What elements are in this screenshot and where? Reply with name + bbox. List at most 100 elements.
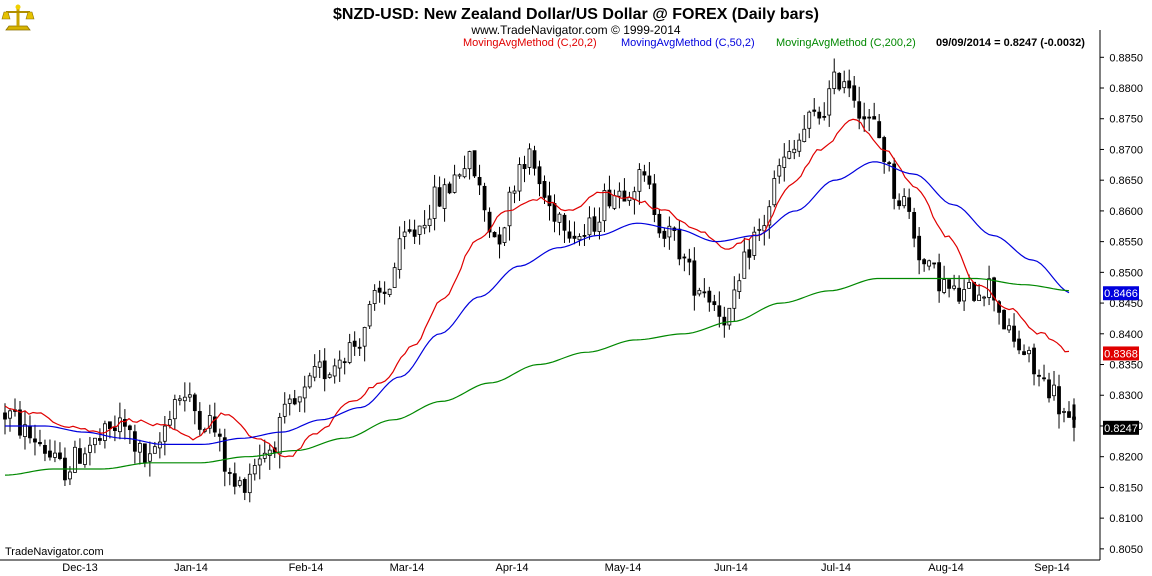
candle [832,58,837,95]
y-tick-label: 0.8150 [1109,482,1143,494]
candle [812,98,817,117]
candle [902,188,907,209]
candle [727,307,732,330]
candle [367,300,372,329]
candle [622,178,627,202]
candle [442,178,447,222]
candle [412,219,417,245]
candle [862,102,867,132]
candle [462,155,467,179]
candle [792,139,797,160]
candle [552,194,557,233]
candle [932,262,937,269]
x-tick-label: Jul-14 [821,562,851,574]
candle [277,412,282,469]
candle [1042,364,1046,382]
candle [1062,407,1066,423]
candle [437,176,442,208]
candle [742,237,747,279]
watermark: TradeNavigator.com [5,546,104,558]
legend-ma20: MovingAvgMethod (C,20,2) [463,37,597,49]
candle [3,403,7,435]
candle [587,206,592,240]
legend: MovingAvgMethod (C,20,2) MovingAvgMethod… [463,37,1085,49]
candle [43,439,47,462]
y-tick-label: 0.8700 [1109,144,1143,156]
x-tick-label: Apr-14 [495,562,528,574]
candle [1012,313,1016,348]
candle [1057,374,1061,429]
value-tag-label: 0.8368 [1104,348,1138,360]
candle [962,279,967,311]
candle [1027,346,1031,363]
candle [797,133,802,157]
legend-ma200: MovingAvgMethod (C,200,2) [776,37,916,49]
candle [817,106,822,125]
candle [802,115,807,143]
candle [327,372,332,379]
candle [227,467,232,486]
candle [377,280,382,303]
candle [497,226,502,259]
candle [232,462,237,495]
candle [752,226,757,260]
candle [167,410,172,429]
candle [172,394,177,430]
candle [417,225,422,245]
candle [487,207,492,238]
candle [602,183,607,233]
candle [782,143,787,182]
candle [317,350,322,379]
candle [942,265,947,295]
candle-last [1072,398,1076,442]
candle [207,404,212,434]
candle [547,181,552,221]
candle [1022,344,1026,356]
candle [192,392,197,425]
candle [917,227,922,275]
candle [58,442,62,461]
y-tick-label: 0.8100 [1109,513,1143,525]
x-tick-label: Feb-14 [289,562,324,574]
candle [572,221,577,245]
candle [757,218,762,242]
y-tick-label: 0.8200 [1109,452,1143,464]
candle [162,415,167,456]
value-tag: 0.8466 [1103,286,1139,301]
candle [352,331,357,356]
candle [512,185,517,204]
candle [147,441,152,477]
candle [922,258,927,272]
series-line-ma200 [4,277,1070,476]
candle [542,175,547,205]
candle [532,145,537,176]
last-quote: 09/09/2014 = 0.8247 (-0.0032) [936,37,1085,49]
candle [867,108,872,132]
candle [507,186,512,241]
candle [692,247,697,311]
y-tick-label: 0.8550 [1109,237,1143,249]
candle [8,408,12,432]
candle [357,338,362,357]
candle [98,428,102,445]
candle [977,283,981,302]
candle [53,440,57,463]
candle [332,358,337,384]
candle [1002,309,1006,330]
y-tick-label: 0.8850 [1109,52,1143,64]
candle [897,193,902,210]
candle [28,415,32,444]
candle [13,398,17,417]
candle [1052,370,1056,401]
candle [787,140,792,160]
x-tick-label: Jun-14 [714,562,748,574]
candle [132,424,137,464]
candle [307,372,312,389]
candle [662,228,667,248]
value-tag-label: 0.8466 [1104,288,1138,300]
candle [522,155,527,183]
candle [1032,343,1036,386]
candle [432,174,437,231]
candle [627,191,632,206]
candle [1067,401,1071,418]
